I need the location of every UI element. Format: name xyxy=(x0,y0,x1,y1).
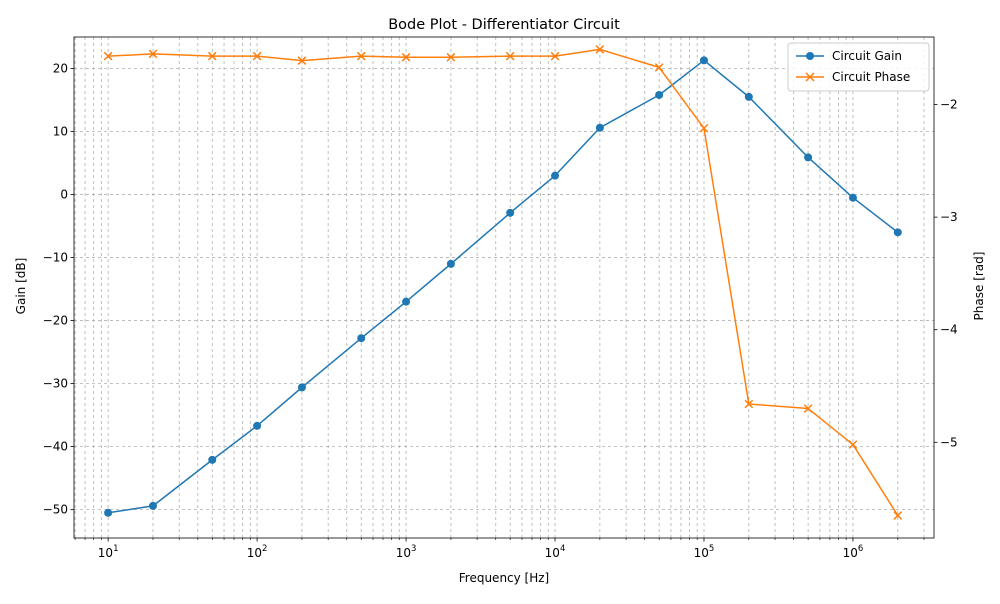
phase-point xyxy=(446,52,456,62)
phase-point xyxy=(297,56,307,65)
phase-point xyxy=(550,51,560,61)
phase-point xyxy=(505,51,515,61)
phase-point xyxy=(848,440,858,449)
gain-point xyxy=(506,208,515,217)
gain-point xyxy=(297,383,306,392)
gain-point xyxy=(551,171,560,180)
phase-point xyxy=(699,123,709,133)
y2-tick-label: −3 xyxy=(940,210,958,224)
gain-point xyxy=(446,259,455,268)
phase-point xyxy=(356,51,366,61)
phase-point xyxy=(252,51,262,61)
gain-point xyxy=(893,228,902,237)
phase-point xyxy=(654,63,664,72)
phase-point xyxy=(401,52,411,62)
gain-point xyxy=(253,421,262,430)
gain-point xyxy=(744,92,753,101)
gain-point xyxy=(595,123,604,132)
gain-point xyxy=(104,508,113,517)
phase-point xyxy=(148,49,158,59)
phase-point xyxy=(803,404,813,413)
chart-title: Bode Plot - Differentiator Circuit xyxy=(388,17,620,33)
y-axis-label: Gain [dB] xyxy=(14,258,28,315)
legend-box xyxy=(787,42,930,92)
phase-point xyxy=(595,45,605,54)
legend-gain-marker xyxy=(806,52,814,60)
y-tick-label: 10 xyxy=(53,125,68,139)
legend-phase-label: Circuit Phase xyxy=(832,70,910,84)
legend-gain-label: Circuit Gain xyxy=(832,49,902,63)
gain-point xyxy=(357,334,366,343)
gain-point xyxy=(402,297,411,306)
gain-point xyxy=(848,193,857,202)
gain-point xyxy=(699,56,708,65)
y-tick-label: −50 xyxy=(43,503,68,517)
phase-point xyxy=(207,51,217,61)
x-tick-label: 103 xyxy=(396,544,417,560)
y2-tick-label: −4 xyxy=(940,323,958,337)
x-tick-label: 105 xyxy=(694,544,715,560)
phase-point xyxy=(744,399,754,409)
plot-frame xyxy=(73,36,935,539)
y2-tick-label: −2 xyxy=(940,98,958,112)
y-tick-label: 0 xyxy=(60,188,68,202)
series-layer xyxy=(103,45,903,520)
y-tick-label: −10 xyxy=(43,251,68,265)
phase-point xyxy=(893,511,903,520)
x-tick-label: 104 xyxy=(545,544,566,560)
gain-point xyxy=(208,455,217,464)
y-tick-label: 20 xyxy=(53,62,68,76)
gain-point xyxy=(655,90,664,99)
x-tick-label: 101 xyxy=(98,544,119,560)
y2-axis-label: Phase [rad] xyxy=(972,252,986,321)
x-tick-label: 102 xyxy=(247,544,268,560)
gain-point xyxy=(148,501,157,510)
phase-point xyxy=(103,51,113,61)
y-tick-label: −20 xyxy=(43,314,68,328)
y-tick-label: −40 xyxy=(43,440,68,454)
tick-layer: 101 102 103 104 105 106 20 10 0 −10 −20 −30 −40 −50 −2… xyxy=(43,62,958,560)
legend-phase-marker xyxy=(805,72,815,82)
x-tick-label: 106 xyxy=(843,544,864,560)
x-axis-label: Frequency [Hz] xyxy=(459,571,550,585)
y2-tick-label: −5 xyxy=(940,435,958,449)
legend: Circuit Gain Circuit Phase xyxy=(787,42,930,92)
y-tick-label: −30 xyxy=(43,377,68,391)
gain-point xyxy=(804,153,813,162)
